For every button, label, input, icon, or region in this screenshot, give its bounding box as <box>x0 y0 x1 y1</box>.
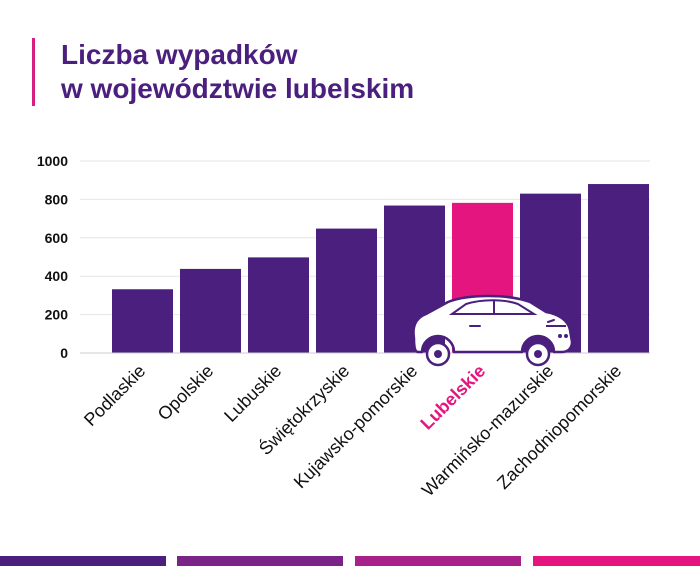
x-tick-label: Kujawsko-pomorskie <box>290 361 422 493</box>
footer-bar-3 <box>355 556 521 566</box>
y-tick-label: 800 <box>45 191 69 207</box>
y-tick-label: 1000 <box>37 153 68 169</box>
bar-zachodniopomorskie <box>588 184 649 353</box>
title-line-2: w województwie lubelskim <box>61 73 415 104</box>
chart-title: Liczba wypadków w województwie lubelskim <box>32 38 414 106</box>
y-tick-label: 200 <box>45 307 69 323</box>
y-tick-label: 0 <box>60 345 68 361</box>
footer-bar-1 <box>0 556 166 566</box>
bar-świętokrzyskie <box>316 228 377 353</box>
footer-bar-2 <box>177 556 343 566</box>
y-tick-label: 600 <box>45 230 69 246</box>
bar-podlaskie <box>112 289 173 353</box>
bar-opolskie <box>180 268 241 353</box>
x-tick-label: Opolskie <box>154 361 218 425</box>
car-icon <box>412 294 574 367</box>
x-tick-label: Podlaskie <box>80 361 149 430</box>
bar-lubuskie <box>248 257 309 353</box>
x-tick-label: Zachodniopomorskie <box>493 361 625 493</box>
x-tick-label: Warmińsko-mazurskie <box>418 361 558 501</box>
y-tick-label: 400 <box>45 268 69 284</box>
footer-bar-4 <box>533 556 700 566</box>
x-tick-label: Lubuskie <box>220 361 285 426</box>
title-line-1: Liczba wypadków <box>61 39 298 70</box>
x-tick-label: Lubelskie <box>416 361 489 434</box>
